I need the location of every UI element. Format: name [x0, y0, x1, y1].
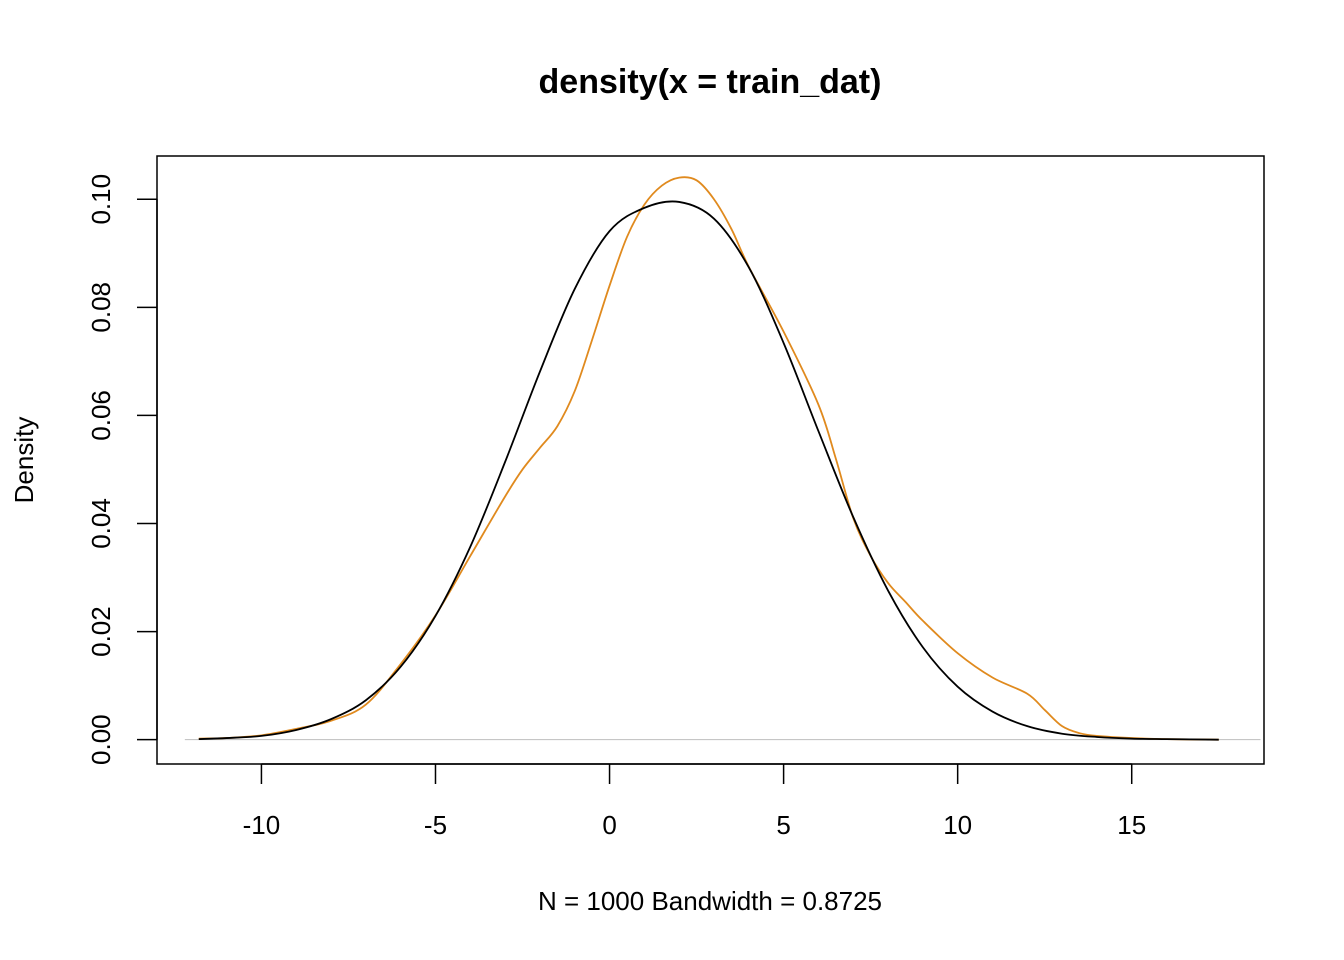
series-layer: [198, 176, 1219, 741]
density-line-1: [198, 176, 1219, 741]
x-axis-label: N = 1000 Bandwidth = 0.8725: [538, 886, 882, 916]
y-tick-label: 0.06: [86, 390, 116, 441]
y-axis-label: Density: [9, 417, 39, 504]
density-line-2: [198, 200, 1219, 741]
y-tick-label: 0.00: [86, 714, 116, 765]
plot-frame: [156, 155, 1265, 765]
x-tick-label: 10: [943, 810, 972, 840]
chart-title: density(x = train_dat): [539, 63, 882, 101]
y-tick-label: 0.08: [86, 282, 116, 333]
y-tick-label: 0.02: [86, 606, 116, 657]
x-tick-label: -10: [243, 810, 281, 840]
x-tick-label: 15: [1117, 810, 1146, 840]
x-tick-label: 5: [776, 810, 790, 840]
y-tick-label: 0.10: [86, 174, 116, 225]
y-axis: 0.00 0.02 0.04 0.06 0.08 0.10: [86, 174, 158, 765]
y-tick-label: 0.04: [86, 498, 116, 549]
x-axis: -10 -5 0 5 10 15: [243, 763, 1146, 840]
x-tick-label: -5: [424, 810, 447, 840]
x-tick-label: 0: [602, 810, 616, 840]
